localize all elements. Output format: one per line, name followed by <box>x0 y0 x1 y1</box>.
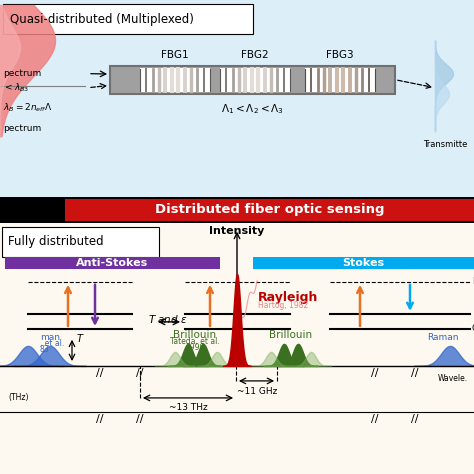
Text: Transmitte: Transmitte <box>423 140 467 149</box>
Text: Distributed fiber optic sensing: Distributed fiber optic sensing <box>155 203 385 216</box>
Text: //: // <box>411 414 419 424</box>
Text: $\lambda_B = 2n_{eff}\Lambda$: $\lambda_B = 2n_{eff}\Lambda$ <box>3 102 53 114</box>
Text: (THz): (THz) <box>8 393 28 402</box>
Text: //: // <box>411 368 419 378</box>
Bar <box>305 68 375 92</box>
Text: 83: 83 <box>40 345 50 354</box>
Text: //: // <box>371 414 379 424</box>
Bar <box>5 257 220 269</box>
Text: Brillouin: Brillouin <box>173 330 217 340</box>
Text: Brillouin: Brillouin <box>269 330 312 340</box>
Text: Stokes: Stokes <box>342 258 384 268</box>
Bar <box>140 68 210 92</box>
FancyBboxPatch shape <box>3 4 253 34</box>
Bar <box>253 257 474 269</box>
Text: Hartog, 1982: Hartog, 1982 <box>258 301 308 310</box>
Text: Fully distributed: Fully distributed <box>8 235 104 248</box>
Text: $T$: $T$ <box>76 332 84 344</box>
Text: Quasi-distributed (Multiplexed): Quasi-distributed (Multiplexed) <box>10 13 194 26</box>
Text: ~11 GHz: ~11 GHz <box>237 387 277 396</box>
Text: Tateda, et al.: Tateda, et al. <box>170 337 220 346</box>
Text: 1990: 1990 <box>185 343 205 352</box>
Text: Raman: Raman <box>427 333 459 342</box>
Text: FBG3: FBG3 <box>326 51 354 61</box>
Text: $\Lambda_1 < \Lambda_2 < \Lambda_3$: $\Lambda_1 < \Lambda_2 < \Lambda_3$ <box>220 102 283 116</box>
Text: Grou.: Grou. <box>472 324 474 333</box>
Text: //: // <box>96 414 104 424</box>
Text: FBG1: FBG1 <box>161 51 189 61</box>
Text: Interm: Interm <box>472 277 474 286</box>
Text: ~13 THz: ~13 THz <box>169 403 207 412</box>
Text: Rayleigh: Rayleigh <box>258 292 319 304</box>
Text: pectrum: pectrum <box>3 69 41 78</box>
Bar <box>65 199 474 221</box>
Text: , et al.: , et al. <box>40 339 64 348</box>
Text: pectrum: pectrum <box>3 124 41 133</box>
Bar <box>110 65 395 94</box>
Bar <box>220 68 290 92</box>
Text: //: // <box>136 414 144 424</box>
Text: //: // <box>371 368 379 378</box>
Text: $T$ and $\varepsilon$: $T$ and $\varepsilon$ <box>148 313 188 325</box>
Text: Intensity: Intensity <box>210 226 264 236</box>
Text: Anti-Stokes: Anti-Stokes <box>76 258 148 268</box>
Text: //: // <box>96 368 104 378</box>
FancyBboxPatch shape <box>2 227 159 257</box>
Text: man: man <box>40 333 60 342</box>
Text: //: // <box>136 368 144 378</box>
Text: FBG2: FBG2 <box>241 51 269 61</box>
Text: $< \lambda_{B3}$: $< \lambda_{B3}$ <box>3 82 29 94</box>
Text: Wavele.: Wavele. <box>438 374 468 383</box>
